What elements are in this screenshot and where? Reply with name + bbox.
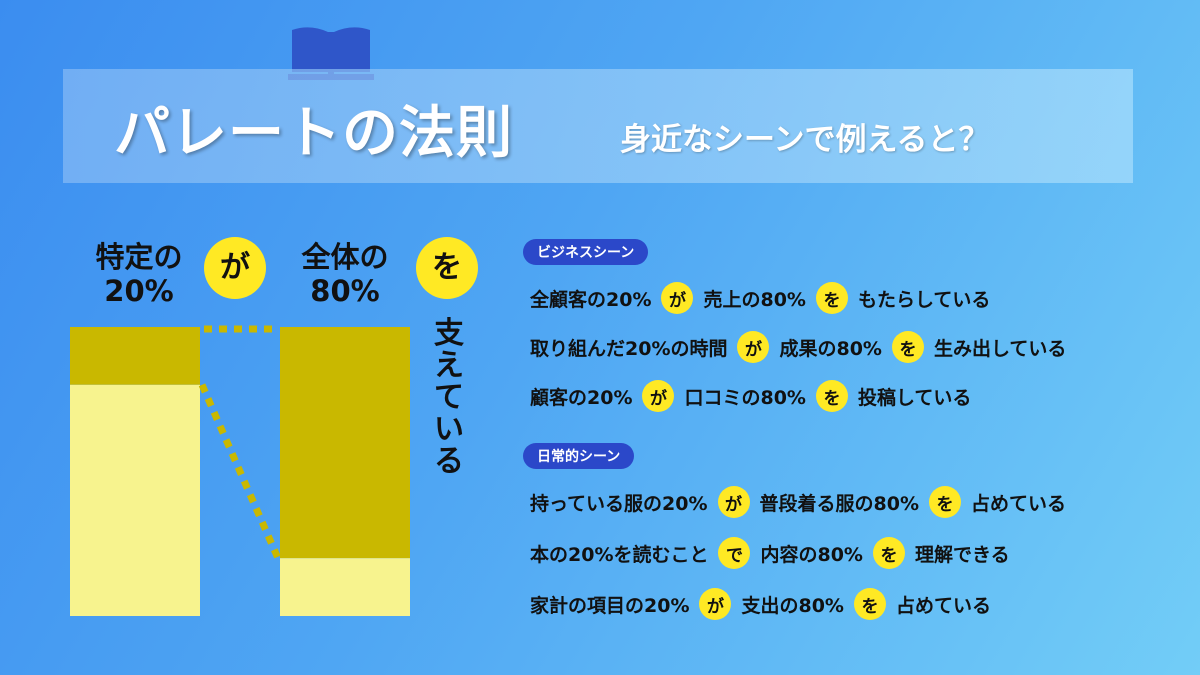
row-predicate: 投稿している	[857, 386, 972, 409]
vertical-text-supports: 支 え て い る	[431, 318, 467, 478]
row-object: 口コミの80%	[684, 386, 806, 409]
right-bar-label-line1: 全体の	[301, 240, 389, 274]
right-bar-label-line2: 80%	[310, 274, 380, 308]
particle-badge: が	[737, 331, 770, 363]
row-subject: 持っている服の20%	[530, 492, 708, 515]
list-item: 全顧客の20% が 売上の80% を もたらしている	[530, 280, 990, 316]
vertical-char: い	[434, 412, 464, 447]
particle-badge: を	[853, 588, 886, 620]
right-bar-label: 全体の 80%	[290, 240, 400, 308]
particle-badge: を	[891, 331, 924, 363]
left-bar-label-line2: 20%	[104, 274, 174, 308]
particle-badge: を	[929, 486, 962, 518]
row-predicate: 理解できる	[914, 543, 1010, 566]
row-object: 普段着る服の80%	[759, 492, 920, 515]
list-item: 顧客の20% が 口コミの80% を 投稿している	[530, 378, 971, 414]
section-tag-business: ビジネスシーン	[523, 239, 649, 265]
row-subject: 取り組んだ20%の時間	[530, 337, 728, 360]
right-bar-top-segment	[280, 327, 410, 559]
particle-badge: を	[815, 380, 848, 412]
vertical-char: え	[434, 348, 464, 383]
list-item: 本の20%を読むこと で 内容の80% を 理解できる	[530, 535, 1010, 571]
pareto-diagram	[70, 325, 410, 616]
left-bar-label: 特定の 20%	[84, 240, 194, 308]
particle-wo-circle: を	[416, 237, 478, 299]
left-bar-top-segment	[70, 327, 200, 385]
row-subject: 本の20%を読むこと	[530, 543, 709, 566]
row-object: 売上の80%	[703, 288, 806, 311]
row-object: 支出の80%	[741, 594, 844, 617]
particle-ga-circle: が	[204, 237, 266, 299]
row-subject: 家計の項目の20%	[530, 594, 690, 617]
list-item: 持っている服の20% が 普段着る服の80% を 占めている	[530, 484, 1066, 520]
particle-badge: を	[872, 537, 905, 569]
row-predicate: 占めている	[895, 594, 991, 617]
right-bar-bottom-segment	[280, 558, 410, 616]
connector-dotted-diagonal	[198, 383, 282, 560]
row-object: 成果の80%	[779, 337, 882, 360]
left-bar-bottom-segment	[70, 384, 200, 616]
row-predicate: 占めている	[971, 492, 1067, 515]
particle-badge: が	[717, 486, 750, 518]
vertical-char: 支	[434, 316, 464, 351]
row-object: 内容の80%	[760, 543, 863, 566]
section-tag-daily: 日常的シーン	[523, 443, 635, 469]
particle-badge: が	[699, 588, 732, 620]
row-predicate: 生み出している	[933, 337, 1067, 360]
list-item: 家計の項目の20% が 支出の80% を 占めている	[530, 586, 991, 622]
particle-badge: が	[642, 380, 675, 412]
list-item: 取り組んだ20%の時間 が 成果の80% を 生み出している	[530, 329, 1066, 365]
particle-badge: が	[661, 282, 694, 314]
title-band	[63, 69, 1133, 183]
page-title: パレートの法則	[114, 101, 513, 166]
row-subject: 全顧客の20%	[530, 288, 652, 311]
vertical-char: る	[434, 444, 464, 479]
row-subject: 顧客の20%	[530, 386, 633, 409]
particle-badge: で	[718, 537, 751, 569]
left-bar-label-line1: 特定の	[95, 240, 183, 274]
page-subtitle: 身近なシーンで例えると？	[620, 122, 990, 158]
particle-badge: を	[815, 282, 848, 314]
row-predicate: もたらしている	[857, 288, 991, 311]
vertical-char: て	[434, 380, 464, 415]
